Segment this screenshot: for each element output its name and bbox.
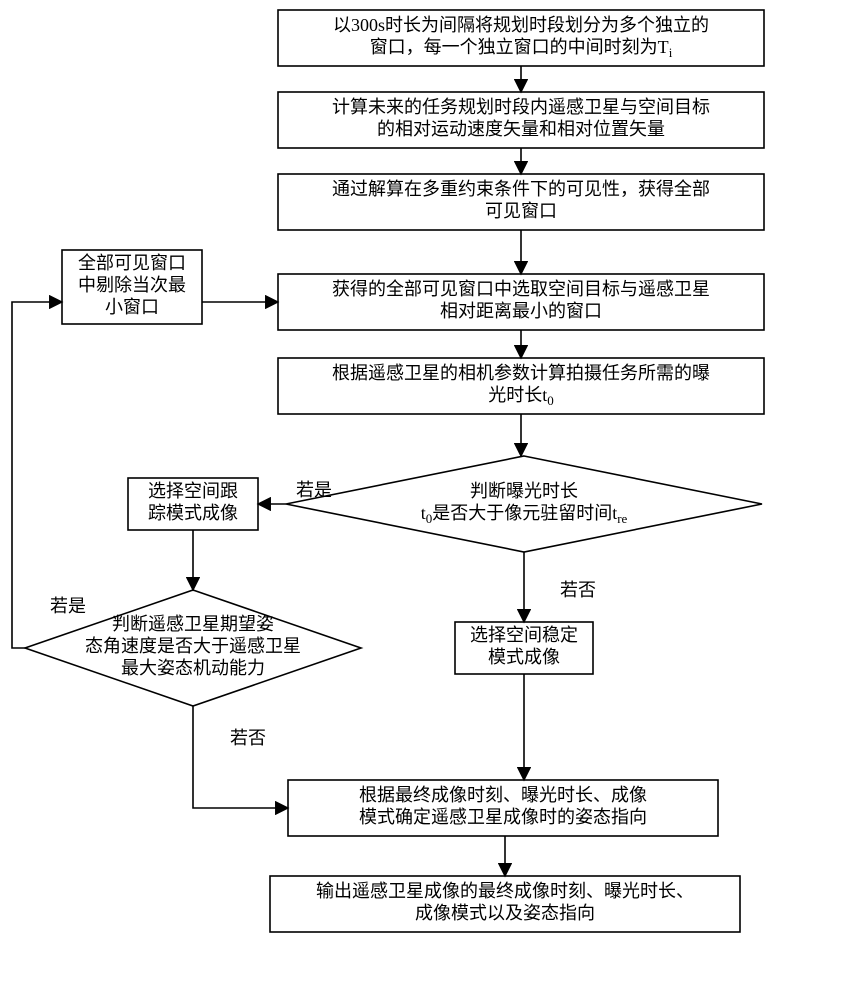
svg-text:全部可见窗口: 全部可见窗口 xyxy=(78,253,186,273)
svg-text:小窗口: 小窗口 xyxy=(105,297,159,317)
svg-text:根据遥感卫星的相机参数计算拍摄任务所需的曝: 根据遥感卫星的相机参数计算拍摄任务所需的曝 xyxy=(332,363,710,383)
svg-text:以300s时长为间隔将规划时段划分为多个独立的: 以300s时长为间隔将规划时段划分为多个独立的 xyxy=(333,15,709,35)
svg-text:获得的全部可见窗口中选取空间目标与遥感卫星: 获得的全部可见窗口中选取空间目标与遥感卫星 xyxy=(332,279,710,299)
svg-text:t0是否大于像元驻留时间tre: t0是否大于像元驻留时间tre xyxy=(421,503,628,526)
edge-label-10: 若是 xyxy=(50,596,86,616)
svg-text:成像模式以及姿态指向: 成像模式以及姿态指向 xyxy=(415,903,595,923)
svg-text:相对距离最小的窗口: 相对距离最小的窗口 xyxy=(440,301,602,321)
svg-text:判断遥感卫星期望姿: 判断遥感卫星期望姿 xyxy=(112,614,274,634)
edge-9 xyxy=(193,706,288,808)
svg-text:输出遥感卫星成像的最终成像时刻、曝光时长、: 输出遥感卫星成像的最终成像时刻、曝光时长、 xyxy=(316,881,694,901)
svg-text:的相对运动速度矢量和相对位置矢量: 的相对运动速度矢量和相对位置矢量 xyxy=(377,119,665,139)
svg-text:模式确定遥感卫星成像时的姿态指向: 模式确定遥感卫星成像时的姿态指向 xyxy=(359,807,647,827)
edge-label-9: 若否 xyxy=(230,728,266,748)
edge-label-5: 若否 xyxy=(560,580,596,600)
svg-text:计算未来的任务规划时段内遥感卫星与空间目标: 计算未来的任务规划时段内遥感卫星与空间目标 xyxy=(332,97,710,117)
svg-text:通过解算在多重约束条件下的可见性，获得全部: 通过解算在多重约束条件下的可见性，获得全部 xyxy=(332,179,710,199)
svg-text:光时长t0: 光时长t0 xyxy=(488,385,554,408)
svg-text:选择空间稳定: 选择空间稳定 xyxy=(470,625,578,645)
svg-text:根据最终成像时刻、曝光时长、成像: 根据最终成像时刻、曝光时长、成像 xyxy=(359,785,647,805)
svg-text:踪模式成像: 踪模式成像 xyxy=(148,503,238,523)
svg-text:最大姿态机动能力: 最大姿态机动能力 xyxy=(121,658,265,678)
svg-text:选择空间跟: 选择空间跟 xyxy=(148,481,238,501)
svg-text:模式成像: 模式成像 xyxy=(488,647,560,667)
svg-text:可见窗口: 可见窗口 xyxy=(485,201,557,221)
svg-text:窗口，每一个独立窗口的中间时刻为Ti: 窗口，每一个独立窗口的中间时刻为Ti xyxy=(370,37,673,60)
svg-text:态角速度是否大于遥感卫星: 态角速度是否大于遥感卫星 xyxy=(85,636,301,656)
edge-label-7: 若是 xyxy=(296,480,332,500)
svg-text:中剔除当次最: 中剔除当次最 xyxy=(78,275,186,295)
svg-text:判断曝光时长: 判断曝光时长 xyxy=(470,481,578,501)
